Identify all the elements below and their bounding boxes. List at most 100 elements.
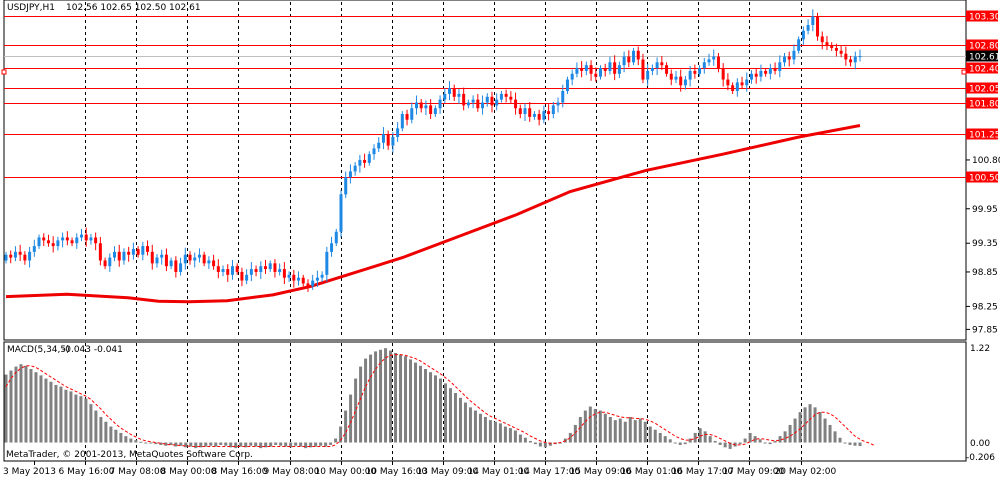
candle-body [429, 105, 433, 114]
candle-body [160, 254, 164, 258]
macd-bar [44, 378, 48, 443]
candle-body [825, 42, 829, 46]
candle-body [330, 243, 334, 252]
candle-body [712, 56, 716, 60]
candle-body [419, 102, 423, 109]
right-level-marker[interactable] [961, 69, 967, 75]
macd-bar [508, 428, 512, 443]
candle-body [150, 251, 154, 264]
candle-body [735, 82, 739, 92]
candle-body [235, 266, 239, 272]
candle-body [164, 254, 168, 267]
candle-body [457, 93, 461, 97]
candle-body [731, 85, 735, 92]
macd-bar [169, 442, 173, 445]
candle-body [504, 93, 508, 97]
macd-bar [239, 442, 243, 447]
macd-bar [259, 442, 263, 449]
candle-body [268, 263, 272, 270]
candle-body [603, 68, 607, 71]
price-level-label: 102.80 [969, 42, 1000, 52]
price-level-label: 102.05 [969, 85, 1000, 95]
price-level-tag [966, 171, 998, 183]
macd-bar [49, 381, 53, 443]
price-level-tag [966, 10, 998, 22]
candle-body [759, 70, 763, 77]
candle-body [396, 128, 400, 137]
macd-bar [69, 391, 73, 443]
candle-body [707, 59, 711, 63]
macd-bar [793, 418, 797, 443]
macd-bar [244, 442, 248, 448]
candle-body [56, 240, 60, 247]
candle-body [448, 88, 452, 94]
candle-body [844, 53, 848, 60]
candle-body [721, 68, 725, 80]
macd-bar [828, 424, 832, 443]
candle-body [183, 254, 187, 264]
macd-bar [294, 442, 298, 446]
candle-body [688, 70, 692, 80]
macd-scale-top: 1.22 [970, 344, 990, 354]
macd-bar [473, 410, 477, 443]
candle-body [613, 62, 617, 74]
macd-bar [39, 375, 43, 443]
macd-bar [658, 432, 662, 443]
macd-bar [174, 442, 178, 447]
candle-body [94, 237, 98, 244]
macd-bar [109, 426, 113, 443]
macd-bar [224, 442, 228, 446]
macd-bar [274, 442, 278, 445]
y-tick-label: 99.95 [972, 205, 998, 215]
candle-body [834, 47, 838, 51]
candle-body [216, 266, 220, 272]
candle-body [830, 45, 834, 48]
macd-bar [593, 408, 597, 443]
macd-bar [354, 378, 358, 443]
x-tick-label: 13 May 09:00 [417, 467, 479, 477]
macd-bar [339, 426, 343, 443]
macd-bar [29, 368, 33, 443]
macd-bar [84, 398, 88, 443]
candle-body [358, 159, 362, 166]
macd-bar [34, 372, 38, 443]
candle-body [259, 266, 263, 272]
macd-bar [399, 354, 403, 443]
macd-bar [518, 434, 522, 443]
candle-body [660, 62, 664, 66]
macd-bar [349, 394, 353, 443]
candle-body [386, 134, 390, 146]
candle-body [820, 36, 824, 43]
candle-body [499, 93, 503, 100]
macd-bar [79, 396, 83, 443]
left-level-marker[interactable] [1, 69, 7, 75]
x-tick-label: 14 May 01:00 [468, 467, 530, 477]
candle-body [344, 177, 348, 195]
candle-body [254, 269, 258, 272]
macd-bar [738, 442, 742, 445]
price-level-lines: 103.30 102.80 102.40 102.05 101.80 101.25 100.… [4, 10, 1000, 184]
macd-bar [269, 442, 273, 447]
macd-bar [748, 432, 752, 443]
candle-body [377, 142, 381, 149]
macd-bar [813, 407, 817, 443]
candle-body [400, 114, 404, 129]
macd-bar [264, 442, 268, 448]
macd-bar [419, 365, 423, 443]
macd-bar [249, 442, 253, 446]
candle-body [584, 65, 588, 71]
macd-bar [159, 442, 163, 445]
time-axis: 3 May 2013 6 May 16:007 May 08:008 May 00… [3, 461, 836, 477]
macd-bar [853, 442, 857, 446]
macd-bar [309, 442, 313, 448]
candle-body [103, 260, 107, 267]
price-panel-frame [3, 0, 967, 341]
candle-body [75, 237, 79, 244]
candle-body [297, 277, 301, 281]
candle-body [646, 70, 650, 80]
macd-bar [448, 388, 452, 443]
candle-body [405, 114, 409, 120]
macd-bar [324, 442, 328, 447]
